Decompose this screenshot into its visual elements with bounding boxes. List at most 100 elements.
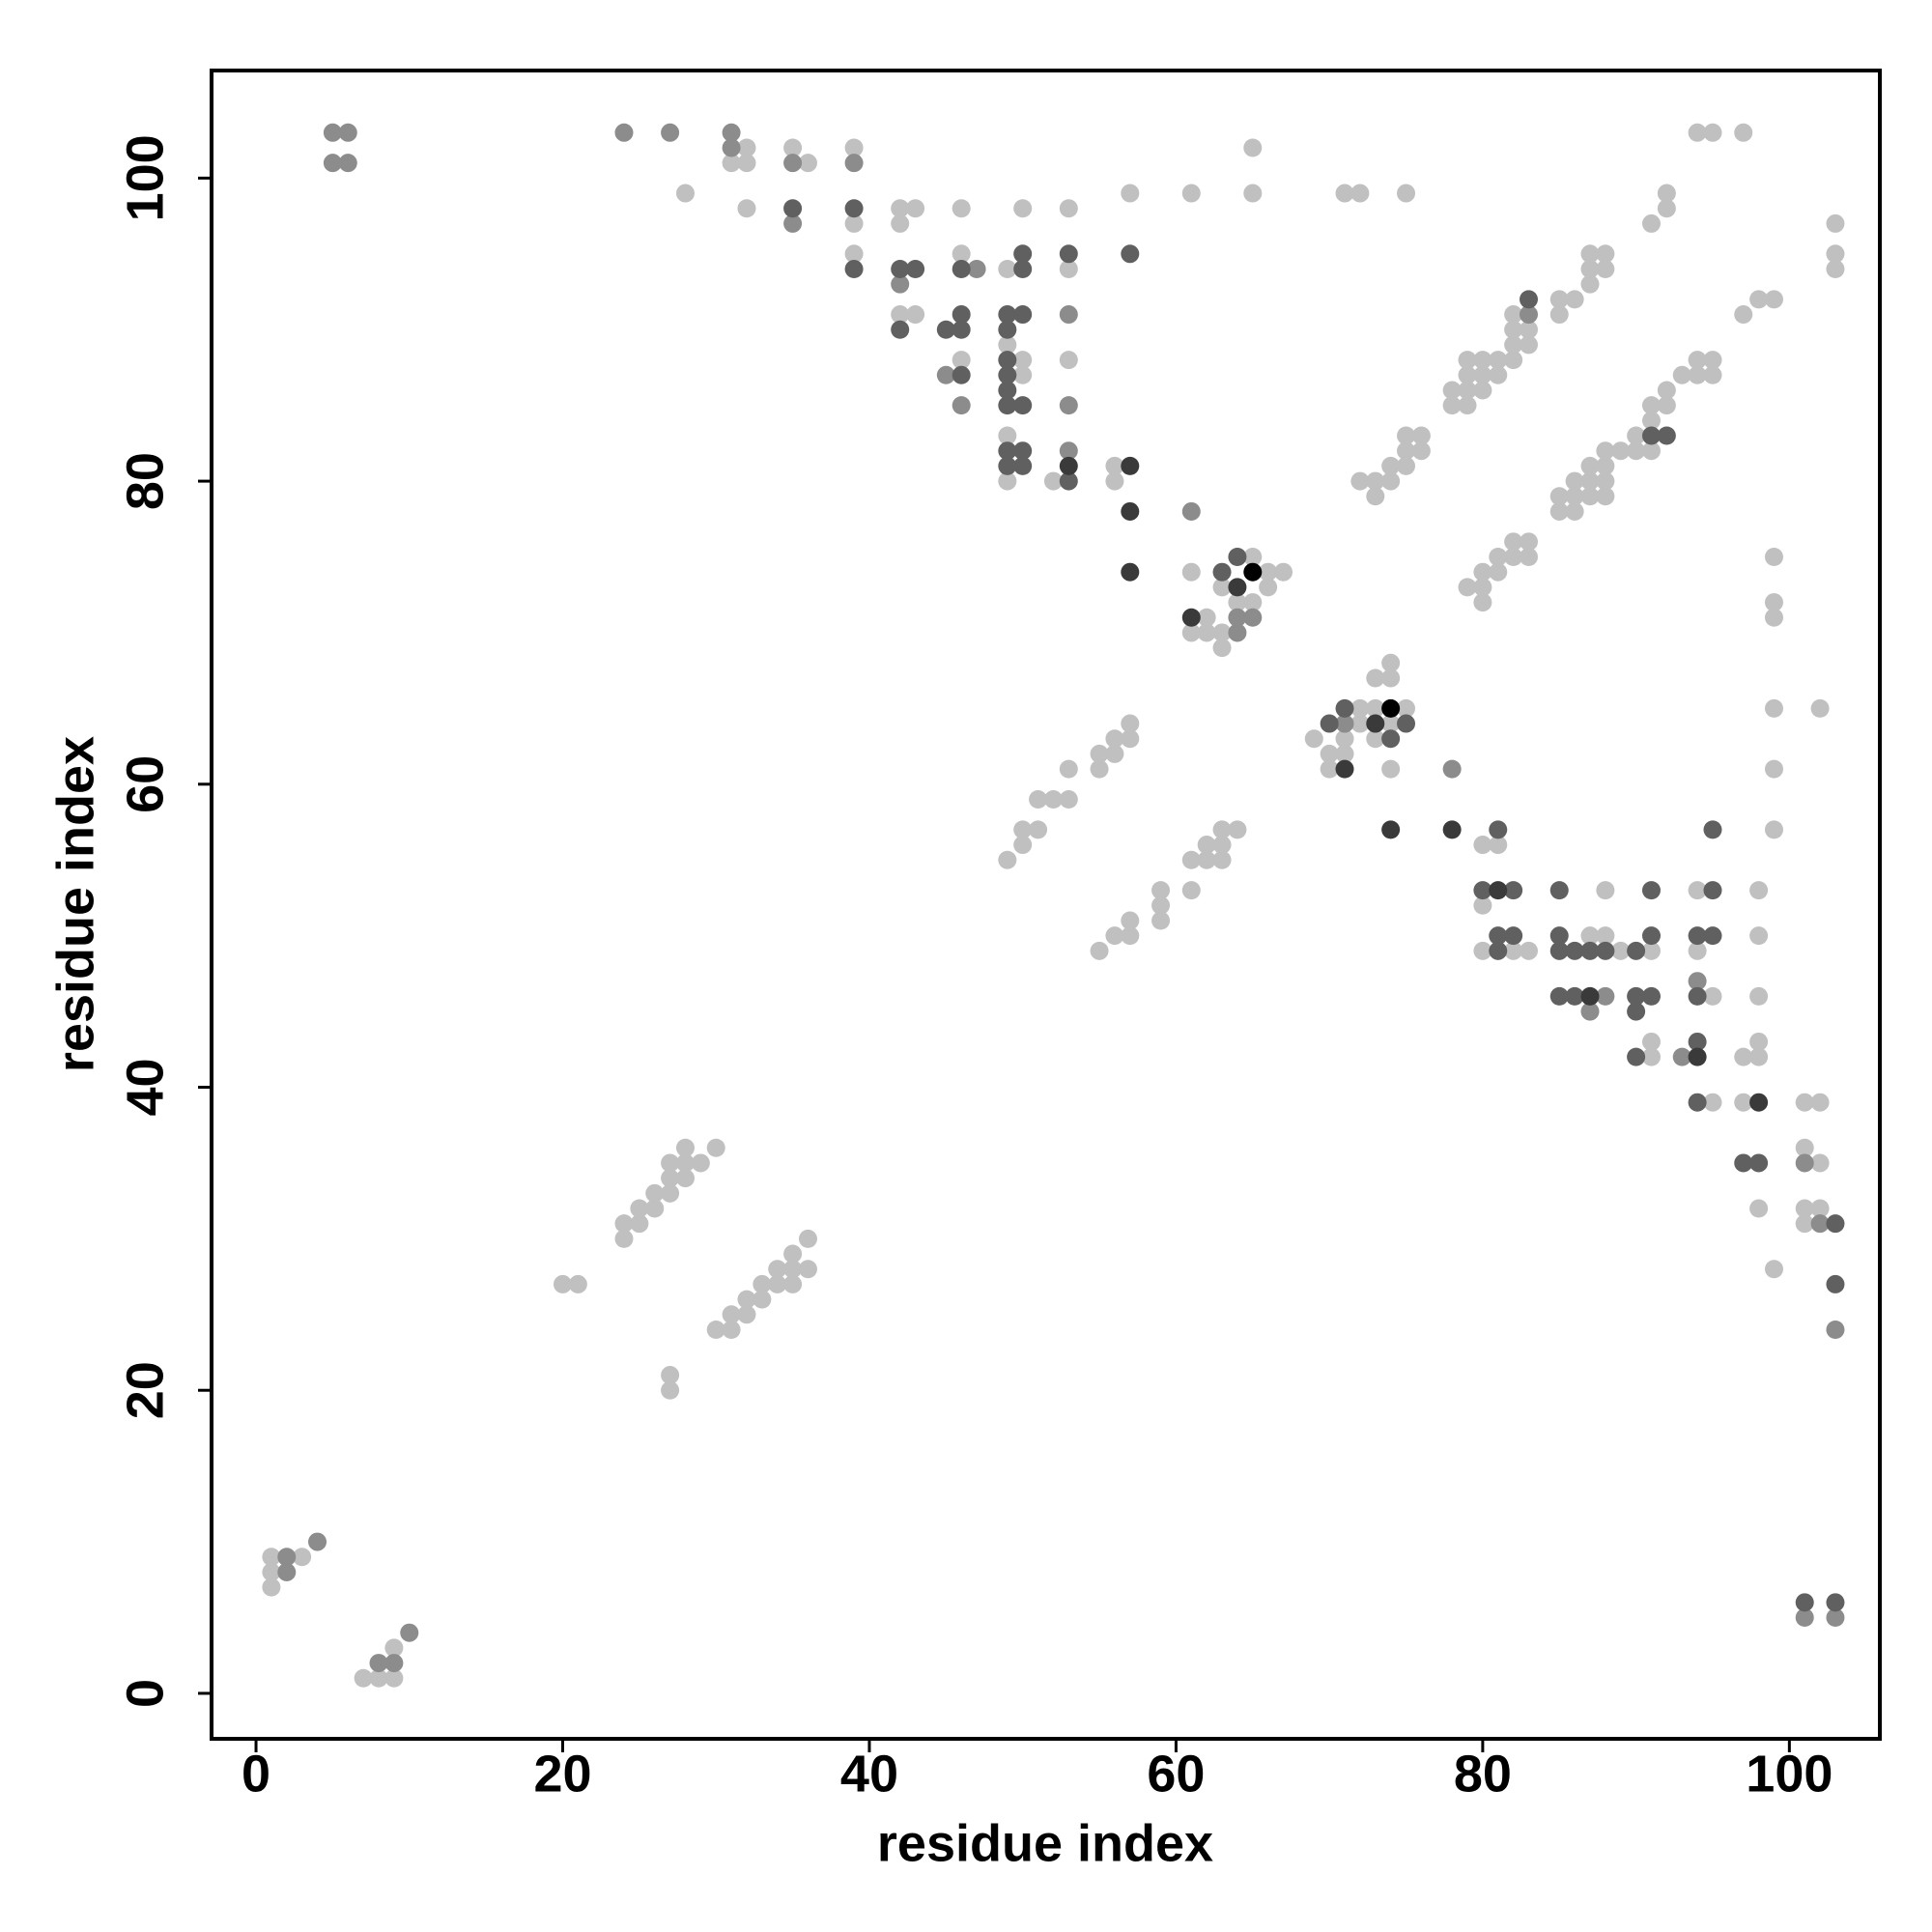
point	[1335, 759, 1354, 779]
point	[568, 1274, 587, 1293]
point	[1596, 986, 1615, 1006]
point	[1749, 1047, 1769, 1066]
point	[998, 396, 1017, 415]
point	[844, 154, 864, 173]
point	[1688, 365, 1707, 384]
point	[1013, 441, 1033, 461]
point	[1627, 986, 1646, 1006]
point	[783, 154, 803, 173]
point	[1504, 941, 1523, 960]
point	[1749, 1153, 1769, 1173]
point	[753, 1290, 772, 1309]
x-tick-label: 100	[1746, 1745, 1833, 1803]
point	[1397, 426, 1416, 445]
point	[1181, 608, 1201, 627]
point	[1520, 335, 1539, 355]
point	[952, 396, 971, 415]
point	[798, 154, 817, 173]
point	[1397, 441, 1416, 461]
point	[1764, 608, 1783, 627]
point	[675, 184, 695, 203]
point	[1381, 714, 1401, 733]
point	[262, 1562, 281, 1581]
point	[753, 1274, 772, 1293]
point	[323, 123, 342, 142]
point	[1259, 578, 1278, 597]
point	[722, 1320, 741, 1339]
point	[1549, 926, 1569, 946]
point	[1826, 259, 1845, 278]
point	[1764, 290, 1783, 309]
point	[1688, 926, 1707, 946]
point	[1059, 759, 1078, 779]
point	[1335, 744, 1354, 763]
point	[1473, 562, 1492, 582]
point	[1181, 501, 1201, 521]
point	[1703, 820, 1722, 839]
point	[1274, 562, 1293, 582]
point	[952, 305, 971, 325]
point	[1688, 972, 1707, 991]
point	[1795, 1138, 1814, 1157]
point	[1504, 305, 1523, 325]
point	[722, 1305, 741, 1324]
point	[308, 1532, 327, 1551]
point	[891, 305, 910, 325]
point	[1520, 290, 1539, 309]
point	[1013, 259, 1033, 278]
point	[998, 335, 1017, 355]
point	[1059, 199, 1078, 218]
point	[1641, 881, 1661, 900]
point	[1381, 698, 1401, 718]
point	[1688, 123, 1707, 142]
point	[1212, 639, 1232, 658]
point	[1565, 501, 1584, 521]
point	[1657, 199, 1676, 218]
point	[1105, 471, 1124, 491]
y-tick-label: 20	[116, 1361, 174, 1419]
point	[1013, 456, 1033, 475]
point	[1764, 1260, 1783, 1279]
point	[737, 154, 756, 173]
point	[1381, 456, 1401, 475]
point	[1473, 593, 1492, 612]
point	[614, 123, 634, 142]
point	[1243, 548, 1263, 567]
point	[1504, 548, 1523, 567]
point	[844, 244, 864, 264]
point	[1059, 244, 1078, 264]
point	[262, 1577, 281, 1597]
point	[998, 351, 1017, 370]
point	[1749, 1032, 1769, 1051]
point	[1059, 351, 1078, 370]
point	[1565, 986, 1584, 1006]
point	[1520, 320, 1539, 339]
point	[1029, 789, 1048, 809]
point	[952, 320, 971, 339]
point	[553, 1274, 572, 1293]
point	[384, 1668, 404, 1688]
point	[1442, 381, 1462, 400]
point	[1228, 623, 1247, 642]
point	[1105, 926, 1124, 946]
point	[1795, 1608, 1814, 1628]
point	[1703, 986, 1722, 1006]
point	[1105, 744, 1124, 763]
point	[384, 1638, 404, 1658]
point	[338, 154, 357, 173]
point	[1489, 562, 1508, 582]
point	[1596, 471, 1615, 491]
point	[891, 320, 910, 339]
x-tick-label: 60	[1147, 1745, 1205, 1803]
point	[1059, 789, 1078, 809]
point	[1121, 562, 1140, 582]
y-tick-label: 80	[116, 452, 174, 510]
point	[1549, 986, 1569, 1006]
point	[1228, 608, 1247, 627]
y-tick-label: 0	[116, 1679, 174, 1708]
point	[691, 1153, 710, 1173]
point	[998, 320, 1017, 339]
point	[1350, 714, 1370, 733]
point	[1734, 1153, 1753, 1173]
point	[1381, 653, 1401, 672]
